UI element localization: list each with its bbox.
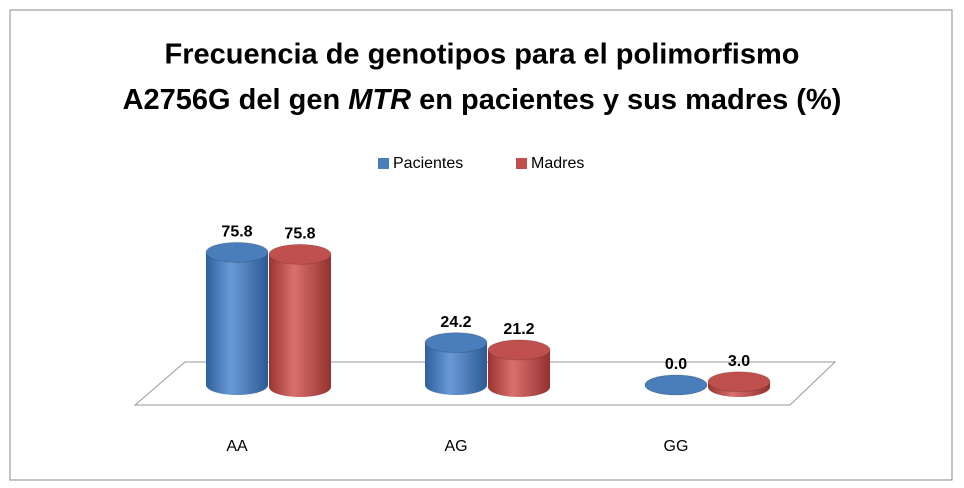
data-label: 24.2 [440, 314, 471, 331]
chart-title: Frecuencia de genotipos para el polimorf… [165, 39, 800, 71]
data-label: 75.8 [221, 224, 252, 241]
title-part: A2756G del gen [123, 84, 349, 116]
cylinder [205, 241, 269, 395]
legend-swatch [378, 158, 389, 169]
data-label: 21.2 [503, 321, 534, 338]
x-tick-label: AA [226, 438, 248, 455]
legend-label: Pacientes [393, 155, 463, 172]
cylinder-body [269, 254, 331, 387]
cylinder [268, 243, 332, 397]
data-label: 3.0 [728, 353, 750, 370]
legend-swatch [516, 158, 527, 169]
x-tick-label: AG [444, 438, 467, 455]
cylinder-top [205, 241, 269, 263]
cylinder [707, 371, 771, 397]
cylinder [424, 332, 488, 395]
cylinder-top [424, 332, 488, 354]
x-tick-label: GG [664, 438, 689, 455]
cylinder-top [268, 243, 332, 265]
chart-frame [9, 9, 953, 481]
cylinder [487, 339, 551, 397]
title-part: MTR [348, 84, 411, 116]
chart-title: A2756G del gen MTR en pacientes y sus ma… [123, 84, 842, 116]
data-label: 75.8 [284, 226, 315, 243]
cylinder-top [487, 339, 551, 361]
cylinder [644, 374, 708, 396]
legend-label: Madres [531, 155, 584, 172]
cylinder-body [206, 252, 268, 385]
cylinder-top [644, 374, 708, 396]
title-part: en pacientes y sus madres (%) [411, 84, 841, 116]
data-label: 0.0 [665, 356, 687, 373]
cylinder-top [707, 371, 771, 393]
